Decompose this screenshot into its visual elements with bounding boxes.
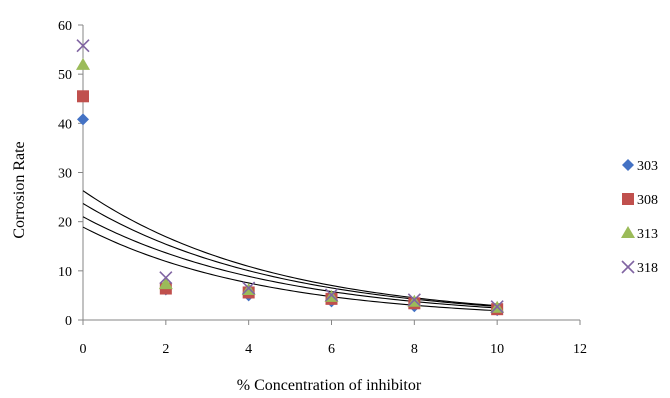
x-tick-label: 12 [573, 342, 587, 357]
y-tick-label: 60 [58, 19, 72, 34]
trendline-313 [82, 203, 498, 307]
data-point-318 [407, 293, 421, 307]
data-point-313 [158, 277, 173, 290]
x-tick-label: 4 [245, 342, 252, 357]
legend-label-303: 303 [637, 159, 658, 174]
trendline-308 [82, 216, 498, 309]
legend-label-313: 313 [637, 227, 658, 242]
x-tick-label: 6 [328, 342, 335, 357]
data-point-313 [76, 57, 90, 70]
legend: 303 308 313 318 [621, 159, 658, 276]
data-point-318 [76, 39, 90, 53]
legend-label-308: 308 [637, 193, 658, 208]
x-tick-label: 0 [80, 342, 87, 357]
data-point-308 [77, 90, 89, 103]
y-tick-label: 20 [58, 216, 72, 231]
data-point-318 [242, 281, 256, 295]
legend-label-318: 318 [637, 261, 658, 276]
data-point-318 [159, 271, 173, 285]
y-axis-ticks: 0 10 20 30 40 50 60 [58, 19, 83, 329]
plot-axes [82, 25, 580, 321]
data-point-303 [77, 113, 89, 126]
y-tick-label: 0 [65, 314, 72, 329]
data-point-318 [490, 300, 504, 314]
trendlines [82, 190, 498, 312]
legend-marker-308 [622, 193, 634, 205]
y-tick-label: 30 [58, 167, 72, 182]
x-axis-title: % Concentration of inhibitor [237, 377, 422, 394]
data-point-318 [324, 288, 339, 302]
data-points [76, 39, 505, 317]
y-axis-title: Corrosion Rate [11, 141, 28, 238]
x-tick-label: 8 [411, 342, 418, 357]
legend-marker-313 [621, 226, 635, 238]
legend-marker-318 [621, 260, 635, 274]
x-tick-label: 10 [490, 342, 504, 357]
trendline-318 [82, 190, 498, 307]
x-tick-label: 2 [162, 342, 169, 357]
y-tick-label: 50 [58, 68, 72, 83]
y-tick-label: 10 [58, 265, 72, 280]
trendline-303 [82, 226, 498, 312]
x-axis-ticks: 0 2 4 6 8 10 12 [80, 320, 587, 357]
y-tick-label: 40 [58, 117, 72, 132]
legend-marker-303 [622, 159, 634, 171]
